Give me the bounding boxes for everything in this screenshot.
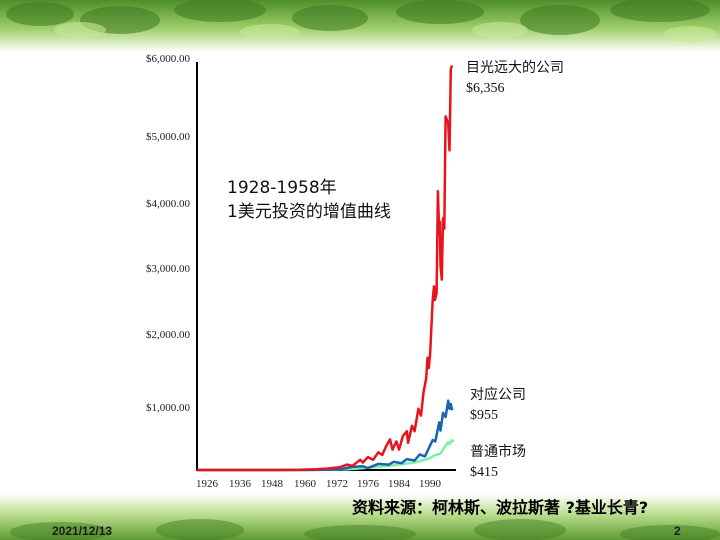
annotation-line-2: 1美元投资的增值曲线 xyxy=(227,202,391,222)
y-tick-label: $1,000.00 xyxy=(146,402,191,414)
x-tick-label: 1926 xyxy=(196,478,219,490)
slide-date: 2021/12/13 xyxy=(52,524,113,538)
series-label-name: 普通市场 xyxy=(470,443,526,460)
y-tick-label: $3,000.00 xyxy=(146,263,191,275)
x-tick-label: 1972 xyxy=(326,478,348,490)
series-line-visionary xyxy=(197,64,454,472)
slide-page-number: 2 xyxy=(674,524,681,538)
x-tick-label: 1976 xyxy=(357,478,380,490)
series-lines xyxy=(197,64,455,472)
x-tick-label: 1990 xyxy=(419,478,442,490)
chart-annotation: 1928-1958年 1美元投资的增值曲线 xyxy=(227,176,391,224)
annotation-line-1: 1928-1958年 xyxy=(227,178,337,198)
x-tick-label: 1960 xyxy=(294,478,317,490)
series-line-market xyxy=(197,438,455,472)
series-label-value: $415 xyxy=(470,465,498,480)
y-tick-label: $5,000.00 xyxy=(146,131,191,143)
y-tick-label: $2,000.00 xyxy=(146,329,191,341)
series-labels: 目光远大的公司 $6,356 对应公司 $955 普通市场 $415 xyxy=(466,60,564,480)
y-tick-label: $4,000.00 xyxy=(146,198,191,210)
x-tick-label: 1948 xyxy=(261,478,284,490)
series-line-comparison xyxy=(197,399,454,472)
series-label-value: $955 xyxy=(470,408,498,423)
series-label-name: 目光远大的公司 xyxy=(466,60,564,76)
series-label-name: 对应公司 xyxy=(470,386,526,403)
x-tick-label: 1936 xyxy=(229,478,252,490)
y-axis-tick-labels: $6,000.00 $5,000.00 $4,000.00 $3,000.00 $2,0… xyxy=(146,53,191,414)
x-tick-label: 1984 xyxy=(388,478,411,490)
source-citation: 资料来源：柯林斯、波拉斯著 ?基业长青? xyxy=(352,498,649,517)
x-axis-tick-labels: 1926 1936 1948 1960 1972 1976 1984 1990 xyxy=(196,478,442,490)
series-label-value: $6,356 xyxy=(466,81,505,96)
y-tick-label: $6,000.00 xyxy=(146,53,191,65)
